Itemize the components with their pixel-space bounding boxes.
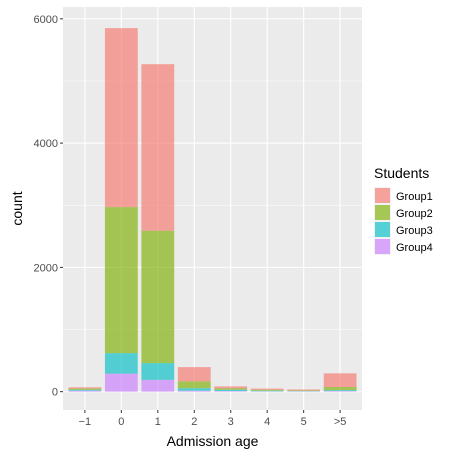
bar-group4-1 xyxy=(104,373,138,392)
legend-label-group4: Group4 xyxy=(396,242,433,254)
bar-group2-7 xyxy=(323,387,357,391)
bars xyxy=(68,28,357,392)
bar-group1-5 xyxy=(250,388,284,390)
bar-group1-0 xyxy=(68,387,102,389)
bar-group2-3 xyxy=(177,381,211,389)
bar-group3-0 xyxy=(68,389,102,391)
bar-group1-2 xyxy=(141,64,175,231)
bar-group3-2 xyxy=(141,363,175,380)
bar-group1-4 xyxy=(214,386,248,389)
bar-group4-7 xyxy=(323,391,357,392)
bar-group2-0 xyxy=(68,388,102,390)
bar-group3-4 xyxy=(214,389,248,392)
legend-label-group2: Group2 xyxy=(396,208,433,220)
x-tick-label: 4 xyxy=(264,416,270,428)
y-axis: 0 2000 4000 6000 xyxy=(34,14,63,399)
x-tick-label: >5 xyxy=(334,416,347,428)
legend-swatch-group1 xyxy=(375,188,390,203)
bar-group3-3 xyxy=(177,388,211,391)
legend-label-group3: Group3 xyxy=(396,225,433,237)
legend-label-group1: Group1 xyxy=(396,191,433,203)
bar-group1-6 xyxy=(287,389,321,391)
bar-group1-7 xyxy=(323,373,357,388)
bar-group1-1 xyxy=(104,28,138,208)
bar-group4-2 xyxy=(141,379,175,392)
bar-group3-5 xyxy=(250,390,284,392)
bar-group4-3 xyxy=(177,390,211,392)
bar-group4-0 xyxy=(68,390,102,392)
legend-swatch-group3 xyxy=(375,222,390,237)
legend: Students Group1 Group2 Group3 Group4 xyxy=(374,165,433,255)
x-axis-title: Admission age xyxy=(167,433,259,449)
y-tick-label: 6000 xyxy=(34,14,58,26)
bar-group2-4 xyxy=(214,388,248,390)
bar-group1-3 xyxy=(177,367,211,382)
bar-group3-7 xyxy=(323,390,357,392)
x-tick-label: −1 xyxy=(79,416,92,428)
x-tick-label: 3 xyxy=(228,416,234,428)
y-tick-label: 2000 xyxy=(34,262,58,274)
x-axis: −1 0 1 2 3 4 5 >5 xyxy=(79,410,347,428)
x-tick-label: 0 xyxy=(118,416,124,428)
bar-group2-1 xyxy=(104,207,138,354)
bar-group2-6 xyxy=(287,390,321,392)
x-tick-label: 2 xyxy=(191,416,197,428)
legend-swatch-group2 xyxy=(375,205,390,220)
bar-group3-1 xyxy=(104,353,138,374)
bar-group4-4 xyxy=(214,391,248,392)
bar-group2-2 xyxy=(141,230,175,364)
y-tick-label: 0 xyxy=(52,387,58,399)
x-tick-label: 5 xyxy=(301,416,307,428)
y-tick-label: 4000 xyxy=(34,138,58,150)
x-tick-label: 1 xyxy=(155,416,161,428)
legend-title: Students xyxy=(374,165,429,181)
y-axis-title: count xyxy=(9,191,25,225)
bar-group2-5 xyxy=(250,389,284,391)
legend-swatch-group4 xyxy=(375,239,390,254)
